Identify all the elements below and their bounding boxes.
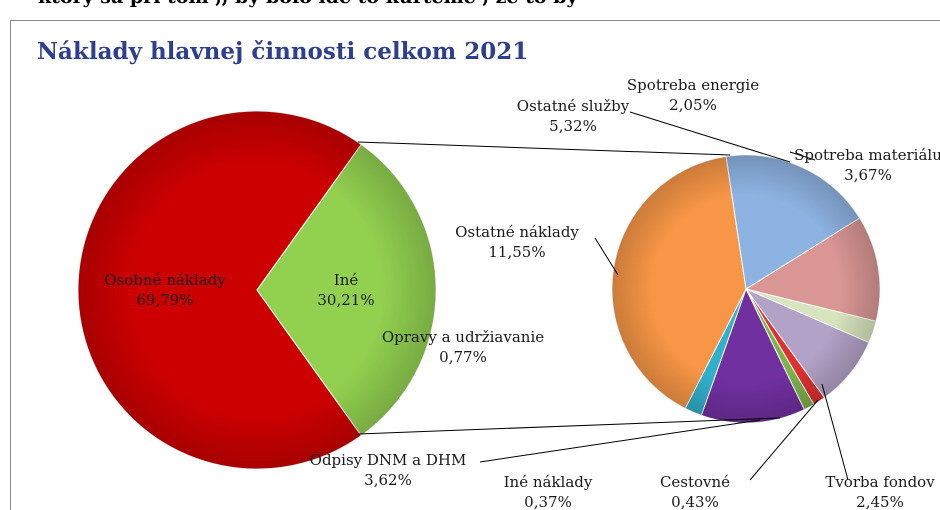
chart-title: Náklady hlavnej činnosti celkom 2021	[37, 38, 529, 65]
leader-line-cestovne	[749, 399, 819, 481]
sub-label-ine-naklady: Iné náklady 0,37%	[504, 473, 593, 510]
sub-label-ostatne-sluzby: Ostatné služby 5,32%	[517, 97, 630, 135]
sub-label-opravy-a-udrziavanie: Opravy a udržiavanie 0,77%	[382, 328, 544, 366]
main-label-ine: Iné 30,21%	[317, 271, 374, 309]
top-cut-text-line: ktory sa pri tom ,, by bolo ide to kurte…	[38, 0, 578, 8]
sub-label-spotreba-energie: Spotreba energie 2,05%	[627, 76, 759, 114]
leader-line-ostatne-sluzby	[629, 111, 791, 163]
leader-line-spotreba-materialu	[789, 151, 816, 161]
sub-label-ostatne-naklady: Ostatné náklady 11,55%	[455, 223, 579, 261]
leader-line-ostatne-naklady	[594, 237, 619, 276]
main-label-osobne-naklady: Osobné náklady 69,79%	[104, 271, 226, 309]
connector-line-bottom	[357, 417, 781, 435]
sub-label-odpisy-dnm-a-dhm: Odpisy DNM a DHM 3,62%	[310, 451, 467, 489]
sub-pie-shading	[612, 155, 880, 423]
sub-label-tvorba-fondov: Tvorba fondov 2,45%	[825, 473, 935, 510]
leader-line-tvorba-fondov	[821, 383, 849, 481]
sub-label-spotreba-materialu: Spotreba materiálu 3,67%	[794, 146, 940, 184]
top-cut-text: ktory sa pri tom ,, by bolo ide to kurte…	[0, 0, 940, 10]
chart-frame	[10, 20, 940, 510]
sub-label-cestovne: Cestovné 0,43%	[660, 473, 730, 510]
main-pie-shading	[78, 111, 436, 469]
connector-line-top	[357, 141, 731, 156]
leader-line-odpisy-dnm-a-dhm	[479, 419, 761, 463]
